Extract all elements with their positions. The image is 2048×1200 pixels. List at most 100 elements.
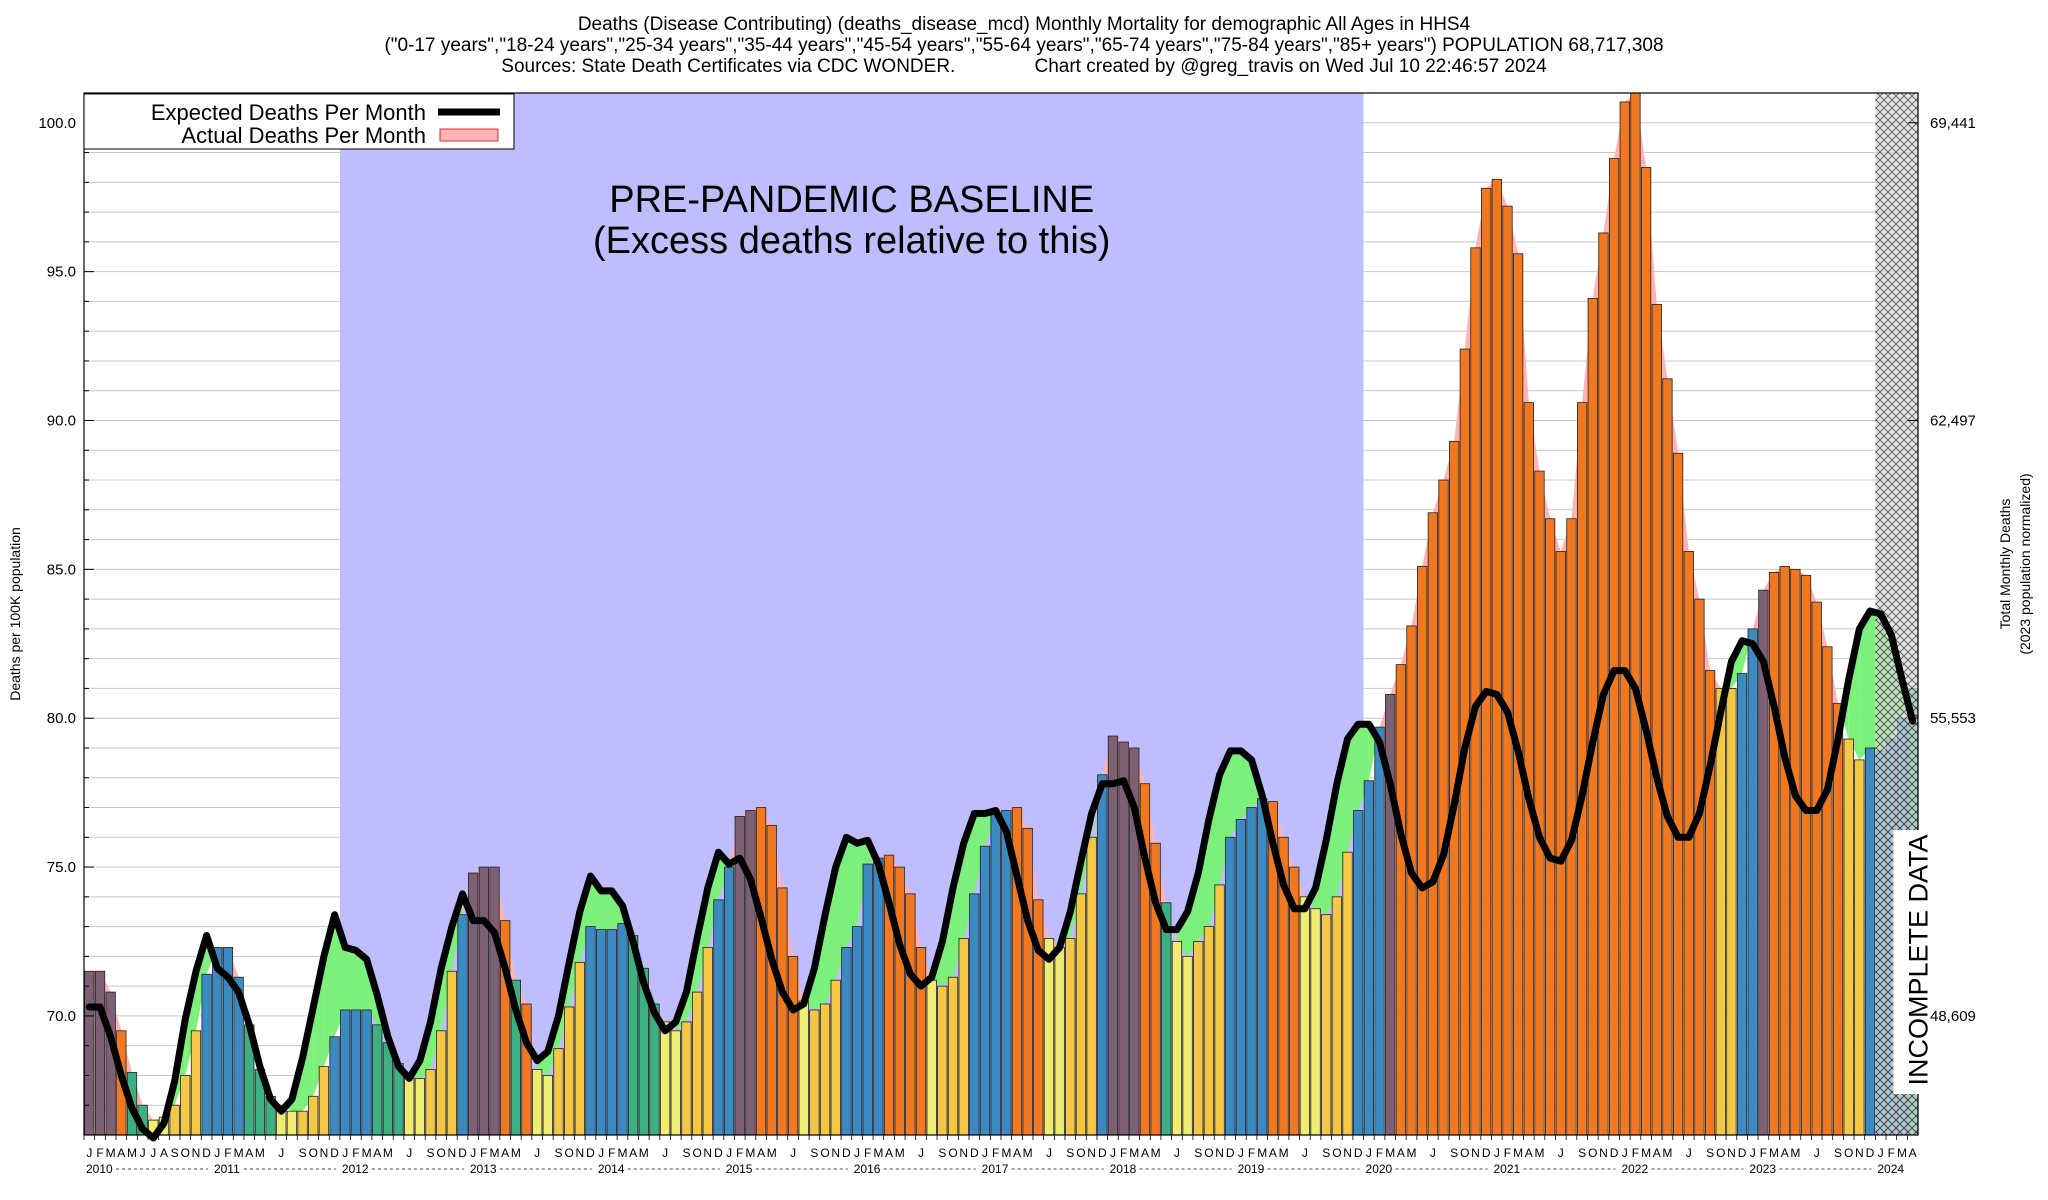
x-month-label: S — [171, 1146, 179, 1160]
bar — [1065, 938, 1076, 1136]
bar — [1843, 738, 1854, 1136]
right-tick-label: 48,609 — [1930, 1008, 1976, 1025]
excess-fill-segment — [846, 837, 858, 948]
bar — [404, 1075, 415, 1136]
bar — [1225, 836, 1236, 1136]
baseline-label-2: (Excess deaths relative to this) — [593, 220, 1110, 262]
x-month-label: F — [352, 1146, 359, 1160]
bar — [1182, 955, 1193, 1136]
y-tick-label: 80.0 — [47, 710, 76, 727]
bar — [1054, 947, 1065, 1136]
bar — [1491, 178, 1502, 1136]
bar — [1438, 479, 1449, 1136]
x-year-label: 2013 — [470, 1162, 497, 1176]
x-month-label: M — [873, 1146, 883, 1160]
expected-deaths-line — [85, 607, 1917, 1142]
x-month-label: J — [406, 1146, 412, 1160]
bar — [372, 1024, 383, 1136]
bar — [1619, 101, 1630, 1136]
x-month-label: M — [106, 1146, 116, 1160]
x-month-label: S — [427, 1146, 435, 1160]
bar — [958, 938, 969, 1136]
x-month-label: M — [1641, 1146, 1651, 1160]
bar — [1534, 470, 1545, 1136]
x-year-label: 2017 — [982, 1162, 1009, 1176]
bar — [478, 866, 489, 1136]
x-year-label: 2012 — [342, 1162, 369, 1176]
bar — [1171, 941, 1183, 1136]
bar — [1545, 518, 1556, 1136]
x-month-label: M — [1407, 1146, 1417, 1160]
x-month-label: F — [480, 1146, 487, 1160]
bar — [1235, 819, 1247, 1136]
x-month-label: A — [1397, 1146, 1405, 1160]
bar — [105, 991, 116, 1136]
x-month-label: F — [608, 1146, 615, 1160]
x-month-label: S — [1322, 1146, 1330, 1160]
bar — [723, 866, 735, 1136]
x-month-label: N — [1599, 1146, 1608, 1160]
bar — [979, 845, 991, 1136]
excess-fill-segment — [441, 926, 452, 1031]
bar — [1363, 780, 1374, 1136]
bar — [84, 970, 95, 1136]
x-month-label: O — [692, 1146, 701, 1160]
bar — [787, 955, 799, 1136]
x-month-label: J — [982, 1146, 988, 1160]
x-month-label: D — [1098, 1146, 1107, 1160]
x-month-label: J — [1238, 1146, 1244, 1160]
x-month-label: N — [831, 1146, 840, 1160]
x-month-label: D — [330, 1146, 339, 1160]
bar — [713, 899, 724, 1136]
bar — [1747, 628, 1758, 1136]
bar — [532, 1069, 543, 1136]
x-month-label: O — [309, 1146, 318, 1160]
x-month-label: O — [437, 1146, 446, 1160]
x-month-label: J — [1494, 1146, 1500, 1160]
x-month-label: M — [767, 1146, 777, 1160]
bar — [436, 1030, 447, 1136]
x-month-label: M — [1257, 1146, 1267, 1160]
bar — [1257, 798, 1268, 1136]
x-month-label: N — [1215, 1146, 1224, 1160]
bar — [873, 857, 884, 1136]
bar — [990, 813, 1001, 1136]
chart-title-line-2: ("0-17 years","18-24 years","25-34 years… — [384, 35, 1664, 56]
x-month-label: O — [1716, 1146, 1725, 1160]
x-month-label: N — [1727, 1146, 1736, 1160]
x-month-label: N — [575, 1146, 584, 1160]
bar — [670, 1030, 681, 1136]
x-month-label: M — [1279, 1146, 1289, 1160]
x-month-label: M — [255, 1146, 265, 1160]
x-year-label: 2010 — [86, 1162, 113, 1176]
x-month-label: J — [1622, 1146, 1628, 1160]
x-month-label: J — [214, 1146, 220, 1160]
bar — [1768, 571, 1780, 1136]
bar — [1417, 565, 1428, 1136]
x-year-label: 2020 — [1366, 1162, 1393, 1176]
bar — [1651, 303, 1662, 1136]
x-month-label: D — [970, 1146, 979, 1160]
bar — [1811, 601, 1822, 1136]
x-month-label: J — [1430, 1146, 1436, 1160]
bar — [1726, 688, 1737, 1136]
legend-actual-swatch — [439, 128, 499, 142]
bar — [1822, 646, 1833, 1136]
x-month-label: S — [1706, 1146, 1714, 1160]
bar — [926, 979, 937, 1136]
x-month-label: F — [224, 1146, 231, 1160]
excess-fill-segment — [1230, 750, 1241, 838]
bar — [1374, 726, 1385, 1136]
bar — [606, 929, 617, 1136]
x-month-label: M — [234, 1146, 244, 1160]
bar — [382, 1042, 394, 1136]
chart-title-line-3: Sources: State Death Certificates via CD… — [501, 56, 1547, 77]
x-month-label: F — [1504, 1146, 1511, 1160]
y-axis-ticks: 70.0 75.0 80.0 85.0 90.0 95.0 100.0 — [38, 92, 94, 1106]
x-month-label: N — [320, 1146, 329, 1160]
x-month-label: O — [1588, 1146, 1597, 1160]
x-year-label: 2014 — [598, 1162, 625, 1176]
bar — [1310, 908, 1321, 1136]
bar — [1683, 551, 1694, 1136]
x-month-label: J — [534, 1146, 540, 1160]
